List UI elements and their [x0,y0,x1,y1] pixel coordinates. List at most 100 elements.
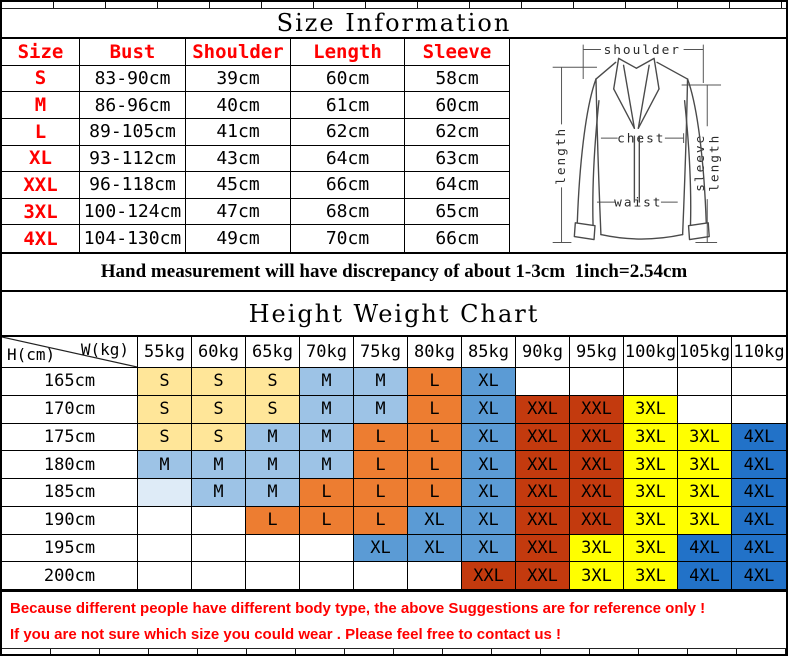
size-cell: S [192,395,246,424]
upper-section: Size Bust Shoulder Length Sleeve S 83-90cm 39cm… [2,39,786,254]
size-cell: 3XL [678,423,732,452]
size-cell [192,562,246,590]
size-label: XXL [2,172,80,199]
size-cell [570,368,624,396]
sleeve-value: 66cm [405,225,510,252]
sleeve-value: 64cm [405,172,510,199]
size-cell: 4XL [732,479,786,507]
weight-header: 70kg [300,337,354,368]
weight-header: 100kg [624,337,678,368]
size-label: XL [2,145,80,173]
size-cell: M [192,451,246,479]
size-cell: M [246,479,300,507]
footer-line-2: If you are not sure which size you could… [10,626,561,643]
size-cell: M [354,368,408,396]
waist-label: waist [614,196,662,211]
size-cell: XXL [516,423,570,452]
size-cell: XL [462,451,516,479]
bust-value: 100-124cm [80,198,186,226]
size-cell: M [192,479,246,507]
size-cell [138,506,192,535]
size-cell: XL [462,479,516,507]
weight-axis-label: W(kg) [80,340,129,359]
weight-header: 60kg [192,337,246,368]
weight-header: 75kg [354,337,408,368]
chest-label: chest [617,132,665,147]
size-cell: XXL [516,534,570,563]
column-header: Length [291,39,405,66]
size-label: S [2,65,80,93]
size-cell: XXL [570,451,624,479]
size-table-filler [510,39,532,252]
size-cell: L [354,506,408,535]
hw-corner-cell: H(cm) W(kg) [2,337,138,368]
size-cell: M [300,368,354,396]
size-cell [732,368,786,396]
size-cell: M [300,395,354,424]
size-table: Size Bust Shoulder Length Sleeve S 83-90cm 39cm… [2,39,532,252]
size-cell: 4XL [732,562,786,590]
size-cell: S [138,395,192,424]
size-cell [138,479,192,507]
size-cell: 4XL [732,534,786,563]
size-cell [516,368,570,396]
size-cell: XL [462,423,516,452]
size-cell: L [354,479,408,507]
weight-header: 105kg [678,337,732,368]
length-value: 68cm [291,198,405,226]
size-cell: L [408,451,462,479]
size-cell [300,534,354,563]
weight-header: 65kg [246,337,300,368]
sleeve-value: 58cm [405,65,510,93]
size-cell: 4XL [678,562,732,590]
footer-note: Because different people have different … [2,592,786,648]
shirt-outline [573,57,710,241]
size-cell: 3XL [624,395,678,424]
size-cell: XXL [516,506,570,535]
height-label: 200cm [2,562,138,590]
size-cell: 4XL [732,506,786,535]
weight-header: 90kg [516,337,570,368]
size-cell: M [300,423,354,452]
hw-chart-grid: H(cm) W(kg) 55kg 60kg 65kg 70kg 75kg 80kg 85kg… [2,337,786,592]
bust-value: 96-118cm [80,172,186,199]
size-cell: M [138,451,192,479]
size-cell [138,562,192,590]
size-cell [300,562,354,590]
size-cell: 4XL [678,534,732,563]
length-value: 61cm [291,92,405,119]
size-cell [192,506,246,535]
length-value: 60cm [291,65,405,93]
size-cell: 3XL [624,506,678,535]
size-cell: XXL [516,562,570,590]
size-cell: L [354,451,408,479]
sleeve-value: 65cm [405,198,510,226]
size-cell: M [246,451,300,479]
length-value: 62cm [291,118,405,146]
size-cell: XXL [570,506,624,535]
size-cell [192,534,246,563]
weight-header: 95kg [570,337,624,368]
size-cell: XL [408,534,462,563]
size-cell: XL [462,534,516,563]
size-cell: 3XL [624,451,678,479]
page-title: Size Information [2,9,786,39]
size-cell [246,562,300,590]
size-cell: XXL [516,395,570,424]
column-header: Shoulder [186,39,291,66]
length-value: 66cm [291,172,405,199]
height-label: 190cm [2,506,138,535]
size-cell: 3XL [678,451,732,479]
size-cell: M [246,423,300,452]
size-cell: L [408,423,462,452]
weight-header: 85kg [462,337,516,368]
size-cell: 3XL [678,506,732,535]
length-label: length [554,127,569,185]
size-cell: S [138,423,192,452]
column-header: Sleeve [405,39,510,66]
shoulder-value: 39cm [186,65,291,93]
size-cell: XL [462,368,516,396]
shoulder-label: shoulder [604,43,681,58]
size-cell: 3XL [624,534,678,563]
